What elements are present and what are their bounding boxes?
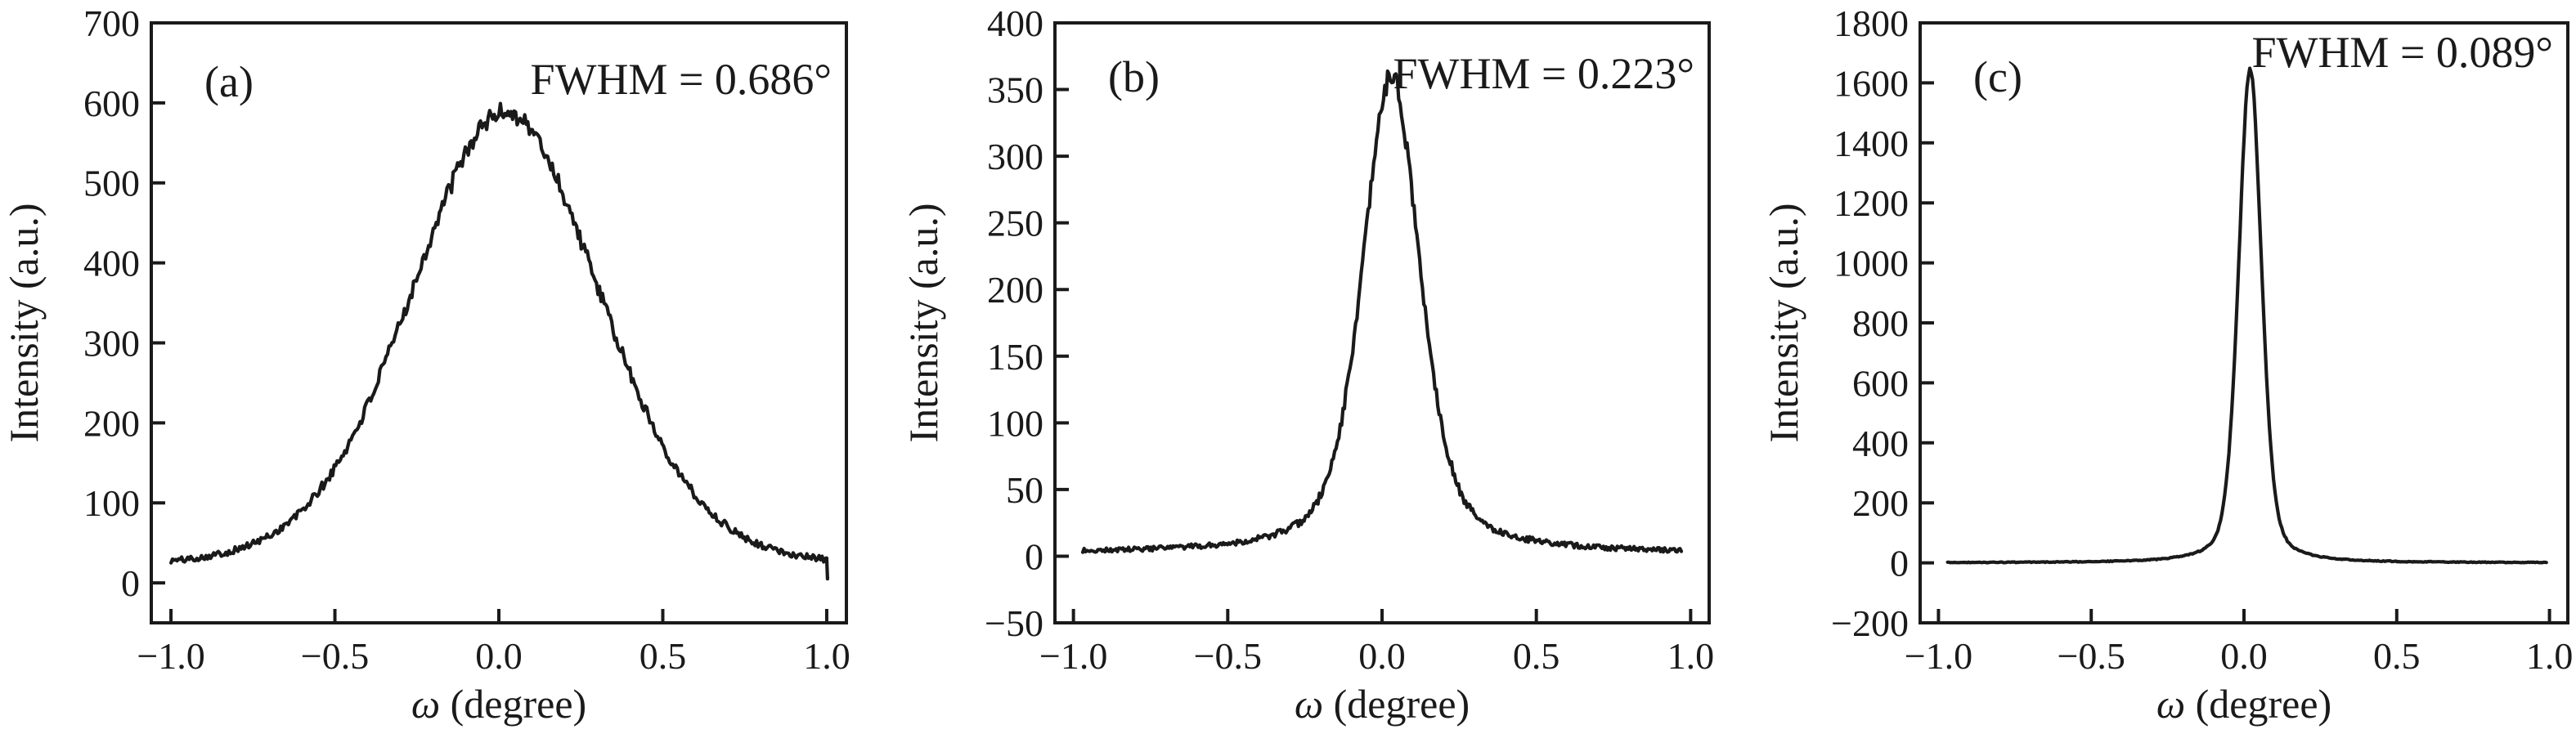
x-axis-title: ω (degree) (411, 681, 586, 727)
panel-b: −1.0 −0.5 0.0 0.5 1.0 −50 0 50 100 150 200 250 300 35… (900, 2, 1714, 727)
y-tick-label: 1000 (1833, 243, 1909, 284)
plot-area-b: −1.0 −0.5 0.0 0.5 1.0 −50 0 50 100 150 200 250 300 35… (985, 2, 1714, 677)
y-tick-label: 300 (987, 136, 1043, 177)
x-tick-label: 0.5 (1513, 635, 1560, 677)
panel-letter-a: (a) (204, 57, 254, 106)
x-tick-label: 0.0 (475, 635, 523, 677)
panel-c: −1.0 −0.5 0.0 0.5 1.0 −200 0 200 400 600 800 1000 12… (1761, 2, 2573, 727)
panel-letter-c: (c) (1973, 52, 2022, 101)
x-tick-label: 0.5 (2373, 635, 2421, 677)
fwhm-annotation-c: FWHM = 0.089° (2251, 28, 2553, 77)
x-tick-label: 0.0 (1358, 635, 1406, 677)
y-tick-label: 250 (987, 203, 1043, 244)
x-axis-title: ω (degree) (1295, 681, 1470, 727)
panel-a: −1.0 −0.5 0.0 0.5 1.00100200300400500600700 … (1, 2, 850, 727)
y-axis-title: Intensity (a.u.) (900, 204, 946, 443)
rocking-curve-line (1080, 69, 1684, 554)
y-tick-label: 100 (83, 482, 140, 524)
y-tick-label: 0 (1890, 543, 1909, 584)
y-tick-label: 600 (1852, 362, 1909, 404)
y-tick-label: −50 (985, 602, 1043, 644)
plot-area-c: −1.0 −0.5 0.0 0.5 1.0 −200 0 200 400 600 800 1000 12… (1831, 2, 2573, 677)
y-axis-title: Intensity (a.u.) (1, 204, 47, 443)
x-tick-label: −0.5 (301, 635, 369, 677)
x-tick-label: −1.0 (1039, 635, 1107, 677)
x-tick-label: −0.5 (1194, 635, 1262, 677)
x-axis-title: ω (degree) (2156, 681, 2331, 727)
x-tick-label: 1.0 (2526, 635, 2574, 677)
panel-letter-b: (b) (1108, 52, 1160, 101)
y-tick-label: 300 (83, 322, 140, 364)
x-tick-label: 1.0 (803, 635, 850, 677)
y-tick-label: 200 (987, 269, 1043, 311)
x-tick-label: 0.5 (640, 635, 687, 677)
fwhm-annotation-b: FWHM = 0.223° (1393, 49, 1694, 98)
y-tick-label: 500 (83, 163, 140, 204)
rocking-curve-line (1945, 66, 2548, 565)
y-tick-label: 0 (1025, 535, 1043, 577)
x-tick-label: −1.0 (1905, 635, 1972, 677)
y-tick-label: 50 (1006, 469, 1043, 511)
y-tick-label: 200 (83, 402, 140, 444)
y-tick-label: 1400 (1833, 123, 1909, 164)
y-tick-label: 200 (1852, 482, 1909, 524)
y-tick-label: 700 (83, 2, 140, 44)
y-tick-label: 600 (83, 83, 140, 124)
y-axis-title: Intensity (a.u.) (1761, 204, 1806, 443)
rocking-curve-line (169, 101, 830, 581)
x-tick-label: −0.5 (2057, 635, 2125, 677)
y-tick-label: 350 (987, 69, 1043, 111)
plot-area-a: −1.0 −0.5 0.0 0.5 1.0 0 100 200 300 400 500 600 700 (83, 2, 850, 677)
fwhm-annotation-a: FWHM = 0.686° (530, 55, 832, 104)
y-tick-label: 800 (1852, 302, 1909, 344)
y-tick-label: 0 (121, 562, 140, 604)
y-tick-label: 1600 (1833, 62, 1909, 104)
y-tick-label: 100 (987, 402, 1043, 444)
x-tick-label: 0.0 (2220, 635, 2268, 677)
y-tick-label: 150 (987, 336, 1043, 378)
y-tick-label: 1200 (1833, 182, 1909, 224)
x-tick-label: −1.0 (137, 635, 204, 677)
y-tick-label: 400 (987, 2, 1043, 44)
y-tick-label: 1800 (1833, 2, 1909, 44)
y-tick-label: 400 (1852, 423, 1909, 464)
y-tick-label: −200 (1831, 602, 1909, 644)
y-tick-label: 400 (83, 243, 140, 284)
x-tick-label: 1.0 (1667, 635, 1714, 677)
